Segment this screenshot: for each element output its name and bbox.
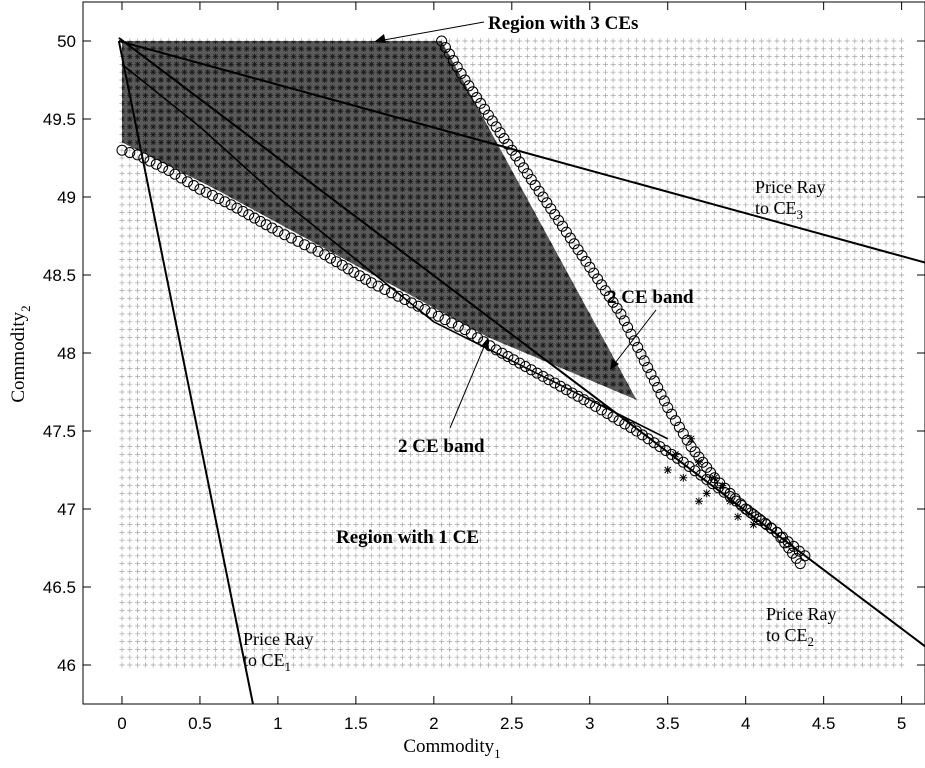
y-axis-title: Commodity2 — [8, 305, 33, 402]
arrowhead-region-3-ce — [374, 34, 386, 43]
x-tick-label: 5 — [897, 714, 906, 733]
circle-marker-lower — [255, 216, 265, 226]
circle-marker-lower — [337, 260, 347, 270]
y-tick-label: 47 — [57, 500, 76, 519]
x-tick-label: 0.5 — [188, 714, 212, 733]
star-marker — [695, 497, 703, 505]
star-marker — [711, 474, 719, 482]
arrow-region-3-ce — [378, 22, 484, 41]
circle-marker-lower — [238, 206, 248, 216]
y-tick-label: 49 — [57, 188, 76, 207]
annotation-region-3-ce: Region with 3 CEs — [488, 13, 638, 34]
circle-marker-lower — [201, 187, 211, 197]
circle-marker-lower — [349, 267, 359, 277]
star-marker — [718, 482, 726, 490]
y-tick-label: 49.5 — [43, 110, 76, 129]
circle-marker-lower — [207, 190, 217, 200]
circle-marker-lower — [244, 210, 254, 220]
y-tick-label: 46.5 — [43, 578, 76, 597]
star-marker — [726, 497, 734, 505]
annotation-2-ce-band-upper: 2 CE band — [607, 287, 694, 308]
star-marker — [679, 474, 687, 482]
annotation-price-ray-ce1-line2: to CE1 — [243, 650, 291, 674]
x-tick-label: 3.5 — [656, 714, 680, 733]
circle-marker-lower — [220, 197, 230, 207]
star-marker — [734, 513, 742, 521]
x-tick-label: 0 — [117, 714, 126, 733]
annotation-price-ray-ce2-line1: Price Ray — [766, 604, 836, 624]
y-tick-label: 48.5 — [43, 266, 76, 285]
y-tick-label: 47.5 — [43, 422, 76, 441]
x-tick-label: 1.5 — [344, 714, 368, 733]
annotation-price-ray-ce1-line1: Price Ray — [243, 629, 313, 649]
x-tick-label: 4 — [741, 714, 750, 733]
star-marker — [672, 450, 680, 458]
y-tick-label: 46 — [57, 656, 76, 675]
star-marker — [749, 521, 757, 529]
annotation-price-ray-ce3-line1: Price Ray — [755, 177, 825, 197]
x-tick-label: 1 — [273, 714, 282, 733]
star-marker — [695, 458, 703, 466]
circle-marker-lower — [331, 257, 341, 267]
circle-marker-lower — [326, 253, 336, 263]
y-tick-label: 48 — [57, 344, 76, 363]
price-ray-line-2 — [119, 38, 925, 646]
circle-marker-lower — [158, 162, 168, 172]
annotation-region-1-ce: Region with 1 CE — [336, 527, 479, 548]
star-marker — [703, 489, 711, 497]
circle-marker-lower — [151, 159, 161, 169]
circle-marker-lower — [614, 416, 624, 426]
star-marker — [687, 435, 695, 443]
star-marker — [664, 466, 672, 474]
circle-marker-lower — [145, 156, 155, 166]
annotation-2-ce-band-lower: 2 CE band — [398, 436, 485, 457]
annotation-price-ray-ce2-line2: to CE2 — [766, 625, 814, 649]
circle-marker-lower — [261, 220, 271, 230]
x-tick-label: 4.5 — [812, 714, 836, 733]
circle-marker-lower — [602, 409, 612, 419]
circle-marker-lower — [355, 271, 365, 281]
x-tick-label: 2.5 — [500, 714, 524, 733]
y-tick-label: 50 — [57, 32, 76, 51]
x-tick-label: 3 — [585, 714, 594, 733]
x-tick-label: 2 — [429, 714, 438, 733]
x-axis-title: Commodity1 — [403, 736, 500, 761]
